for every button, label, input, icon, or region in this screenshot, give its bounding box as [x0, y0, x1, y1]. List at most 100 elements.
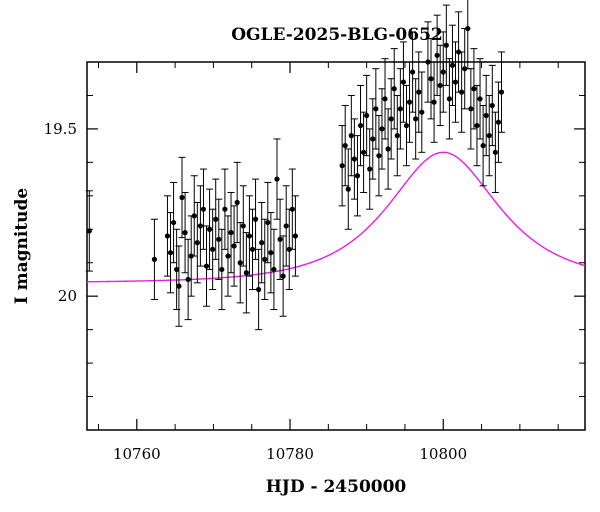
data-marker — [449, 62, 456, 68]
data-point — [418, 71, 426, 153]
y-axis-tick-labels: 1919.520 — [44, 120, 77, 305]
data-point — [209, 208, 217, 290]
y-axis-label: I magnitude — [12, 188, 32, 305]
x-tick-label: 10780 — [266, 445, 314, 463]
data-marker — [167, 250, 174, 256]
data-marker — [452, 79, 459, 85]
data-marker — [182, 230, 188, 236]
data-marker — [410, 69, 416, 75]
data-point — [276, 198, 284, 280]
data-point — [372, 68, 380, 150]
data-marker — [164, 233, 171, 239]
data-point — [387, 78, 395, 160]
data-marker — [246, 233, 253, 239]
data-marker — [179, 194, 185, 201]
data-marker — [477, 96, 483, 102]
data-point — [424, 21, 432, 103]
data-point — [206, 188, 214, 270]
data-point — [264, 181, 272, 264]
data-points-layer — [85, 0, 505, 331]
data-point — [369, 98, 377, 180]
data-marker — [474, 122, 480, 129]
data-point — [409, 31, 417, 113]
data-point — [199, 168, 207, 250]
data-point — [464, 0, 472, 70]
data-marker — [292, 233, 298, 239]
data-point — [233, 161, 241, 244]
data-marker — [434, 52, 440, 58]
data-marker — [486, 133, 492, 139]
data-point — [193, 202, 201, 284]
data-marker — [339, 163, 345, 169]
data-marker — [228, 230, 234, 236]
data-marker — [354, 173, 361, 179]
data-point — [270, 228, 278, 311]
data-point — [497, 51, 505, 133]
data-marker — [364, 112, 370, 119]
data-marker — [252, 216, 259, 222]
data-point — [258, 202, 266, 284]
data-marker — [357, 122, 364, 129]
data-point — [196, 185, 204, 267]
data-marker — [416, 89, 422, 95]
data-point — [341, 104, 349, 187]
data-marker — [280, 273, 286, 279]
data-marker — [403, 122, 410, 129]
data-marker — [382, 96, 388, 102]
data-marker — [425, 59, 431, 65]
data-marker — [225, 253, 231, 259]
data-point — [452, 41, 460, 123]
data-point — [163, 195, 171, 277]
data-point — [393, 94, 401, 177]
data-marker — [243, 270, 249, 276]
data-point — [479, 104, 487, 187]
data-point — [482, 74, 490, 157]
data-point — [375, 115, 383, 197]
data-point — [384, 108, 392, 190]
data-marker — [468, 106, 474, 112]
data-marker — [431, 99, 437, 105]
data-point — [291, 195, 299, 277]
data-point — [347, 94, 355, 177]
data-marker — [394, 133, 400, 139]
data-point — [494, 81, 502, 163]
data-marker — [206, 226, 213, 232]
data-point — [491, 111, 499, 193]
data-marker — [397, 106, 403, 112]
data-marker — [471, 86, 477, 92]
data-marker — [216, 236, 222, 242]
data-point — [406, 61, 414, 143]
data-point — [430, 61, 438, 143]
data-point — [427, 38, 435, 120]
data-point — [288, 168, 296, 250]
data-point — [353, 135, 361, 217]
data-point — [402, 84, 410, 167]
data-point — [175, 245, 183, 327]
data-marker — [197, 223, 203, 229]
data-marker — [265, 219, 271, 226]
data-point — [212, 178, 220, 260]
data-marker — [465, 25, 471, 32]
data-marker — [492, 149, 498, 155]
data-point — [85, 190, 93, 272]
model-curve-layer — [86, 151, 586, 283]
data-marker — [256, 286, 262, 293]
data-point — [273, 138, 281, 220]
data-marker — [213, 216, 219, 222]
data-marker — [391, 86, 397, 92]
data-marker — [440, 69, 446, 75]
data-marker — [373, 106, 379, 112]
data-point — [338, 125, 346, 207]
data-point — [390, 48, 398, 130]
data-marker — [240, 223, 246, 229]
y-axis-ticks — [87, 61, 585, 398]
data-marker — [289, 206, 295, 212]
data-point — [350, 118, 358, 200]
data-point — [221, 168, 229, 250]
data-point — [178, 156, 186, 239]
data-marker — [495, 119, 502, 125]
data-point — [357, 84, 365, 167]
data-point — [203, 225, 211, 307]
data-marker — [86, 228, 92, 234]
